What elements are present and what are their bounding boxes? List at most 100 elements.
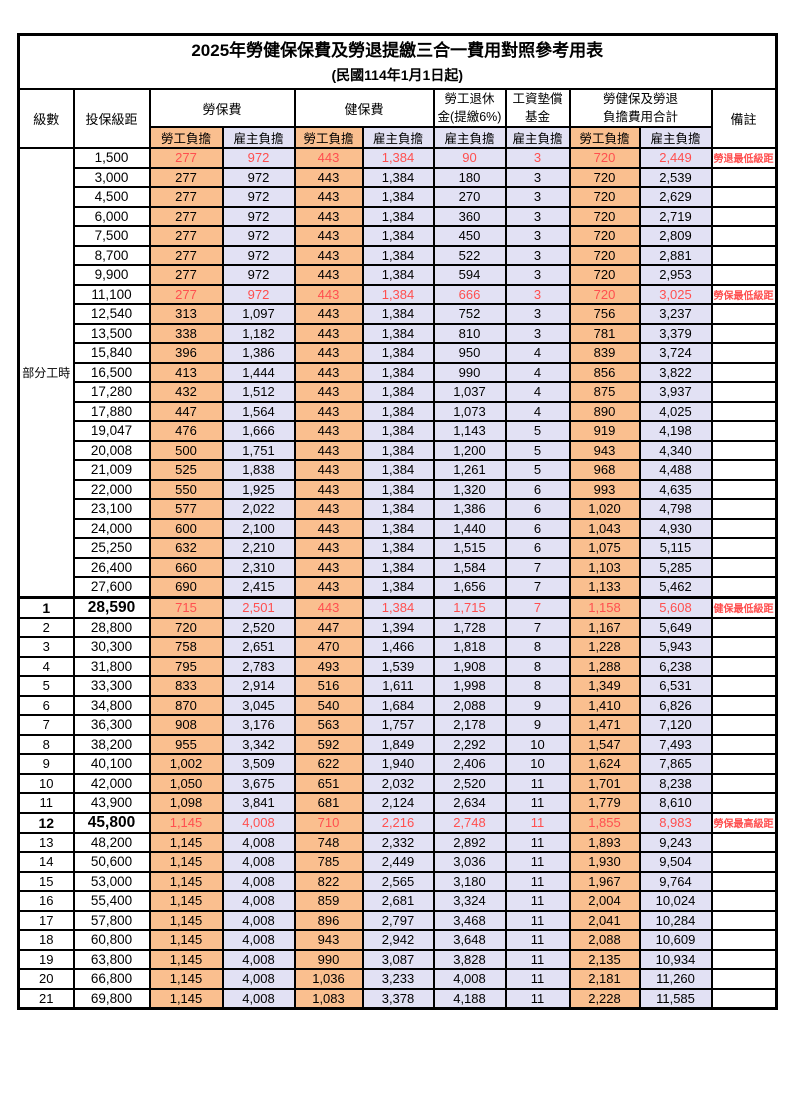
value-cell: 1,103 [568,556,641,578]
value-cell: 1,020 [568,498,641,520]
value-cell: 413 [148,361,224,383]
col-header-pension: 勞工退休 金(提繳6%) [432,88,507,128]
remark-cell [710,186,777,208]
bracket-cell: 11,100 [72,283,151,305]
premium-reference-sheet: 2025年勞健保保費及勞退提繳三合一費用對照參考用表 (民國114年1月1日起)… [17,33,778,1010]
subheader-total-employer: 雇主負擔 [638,126,713,149]
level-cell: 15 [17,870,75,892]
value-cell: 563 [293,714,364,736]
table-row: 4 31,800 795 2,783 493 1,539 1,908 8 1,288 6,238 [17,655,777,677]
value-cell: 3 [504,303,571,325]
col-header-remark: 備註 [710,88,777,149]
value-cell: 1,384 [361,595,435,619]
table-row: 7 36,300 908 3,176 563 1,757 2,178 9 1,471 7,120 [17,714,777,736]
value-cell: 3,468 [432,909,507,931]
value-cell: 432 [148,381,224,403]
col-header-level: 級數 [17,88,75,149]
value-cell: 3,025 [638,283,713,305]
level-cell: 4 [17,655,75,677]
value-cell: 476 [148,420,224,442]
subheader-pension-employer: 雇主負擔 [432,126,507,149]
value-cell: 3,176 [221,714,296,736]
value-cell: 795 [148,655,224,677]
value-cell: 470 [293,636,364,658]
value-cell: 756 [568,303,641,325]
value-cell: 3,036 [432,851,507,873]
value-cell: 2,520 [432,772,507,794]
value-cell: 11,585 [638,987,713,1010]
value-cell: 785 [293,851,364,873]
value-cell: 7,865 [638,753,713,775]
value-cell: 1,849 [361,733,435,755]
level-cell: 11 [17,792,75,814]
bracket-cell: 26,400 [72,556,151,578]
value-cell: 443 [293,303,364,325]
value-cell: 1,200 [432,439,507,461]
value-cell: 810 [432,322,507,344]
value-cell: 3,822 [638,361,713,383]
value-cell: 10 [504,753,571,775]
remark-cell [710,753,777,775]
value-cell: 875 [568,381,641,403]
value-cell: 447 [148,400,224,422]
value-cell: 6,826 [638,694,713,716]
value-cell: 1,611 [361,675,435,697]
value-cell: 1,539 [361,655,435,677]
value-cell: 360 [432,205,507,227]
value-cell: 1,050 [148,772,224,794]
value-cell: 3,180 [432,870,507,892]
value-cell: 443 [293,517,364,539]
value-cell: 4,798 [638,498,713,520]
table-row: 6,000 277 972 443 1,384 360 3 720 2,719 [19,205,777,227]
level-cell: 5 [17,675,75,697]
value-cell: 1,182 [221,322,296,344]
value-cell: 2,809 [638,225,713,247]
table-row: 4,500 277 972 443 1,384 270 3 720 2,629 [19,186,777,208]
bracket-cell: 28,590 [72,595,151,619]
value-cell: 1,261 [432,459,507,481]
value-cell: 1,466 [361,636,435,658]
value-cell: 3,675 [221,772,296,794]
value-cell: 2,681 [361,890,435,912]
level-cell: 20 [17,968,75,990]
value-cell: 493 [293,655,364,677]
value-cell: 660 [148,556,224,578]
value-cell: 516 [293,675,364,697]
value-cell: 3,378 [361,987,435,1010]
value-cell: 447 [293,616,364,638]
value-cell: 1,384 [361,303,435,325]
table-row: 13 48,200 1,145 4,008 748 2,332 2,892 11 1,893 9,… [17,831,777,853]
value-cell: 277 [148,186,224,208]
value-cell: 1,384 [361,225,435,247]
table-row: 18 60,800 1,145 4,008 943 2,942 3,648 11 2,088 10… [17,929,777,951]
value-cell: 1,133 [568,576,641,598]
level-cell: 1 [17,595,75,619]
value-cell: 443 [293,420,364,442]
value-cell: 2,914 [221,675,296,697]
value-cell: 666 [432,283,507,305]
value-cell: 4,008 [221,968,296,990]
value-cell: 3 [504,225,571,247]
value-cell: 972 [221,166,296,188]
value-cell: 9 [504,714,571,736]
value-cell: 1,228 [568,636,641,658]
table-row: 13,500 338 1,182 443 1,384 810 3 781 3,379 [19,322,777,344]
bracket-cell: 9,900 [72,264,151,286]
value-cell: 1,384 [361,498,435,520]
value-cell: 720 [568,205,641,227]
value-cell: 1,043 [568,517,641,539]
value-cell: 4,008 [221,851,296,873]
remark-cell [710,616,777,638]
value-cell: 3,045 [221,694,296,716]
value-cell: 1,384 [361,264,435,286]
remark-cell [710,636,777,658]
bracket-cell: 55,400 [72,890,151,912]
value-cell: 859 [293,890,364,912]
value-cell: 752 [432,303,507,325]
value-cell: 443 [293,283,364,305]
value-cell: 943 [568,439,641,461]
bracket-cell: 12,540 [72,303,151,325]
value-cell: 9,243 [638,831,713,853]
value-cell: 720 [148,616,224,638]
value-cell: 5,285 [638,556,713,578]
